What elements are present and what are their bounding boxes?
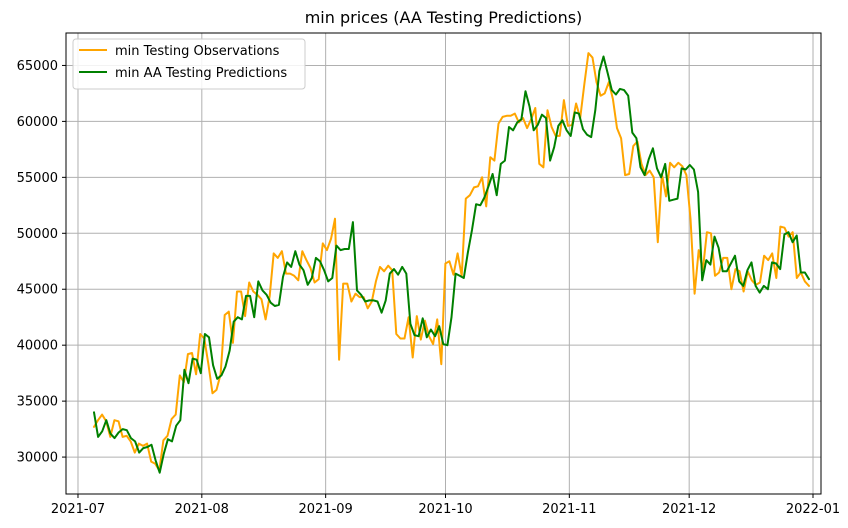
- series-lines: [93, 52, 810, 474]
- y-tick-label: 40000: [17, 339, 58, 354]
- y-tick-label: 30000: [17, 451, 58, 466]
- series-line-predictions: [93, 55, 810, 474]
- y-tick-label: 55000: [17, 171, 58, 186]
- legend-box: [72, 38, 306, 90]
- y-tick-label: 65000: [17, 59, 58, 74]
- y-tick-label: 45000: [17, 283, 58, 298]
- chart-title: min prices (AA Testing Predictions): [305, 8, 583, 27]
- x-tick-label: 2021-09: [298, 502, 352, 517]
- x-tick-label: 2021-11: [542, 502, 596, 517]
- y-tick-label: 50000: [17, 227, 58, 242]
- y-tick-label: 60000: [17, 115, 58, 130]
- x-tick-label: 2021-10: [418, 502, 472, 517]
- x-tick-label: 2021-08: [175, 502, 229, 517]
- legend: min Testing Observations min AA Testing …: [72, 38, 306, 90]
- series-line-observations: [93, 52, 810, 472]
- x-axis: 2021-07 2021-08 2021-09 2021-10 2021-11 2021-…: [51, 494, 840, 517]
- y-axis: 30000 35000 40000 45000 50000 55000 60000 65000: [17, 59, 66, 466]
- plot-frame: [65, 32, 822, 495]
- legend-label-predictions: min AA Testing Predictions: [115, 66, 287, 81]
- x-tick-label: 2022-01: [786, 502, 840, 517]
- legend-label-observations: min Testing Observations: [115, 44, 280, 59]
- x-tick-label: 2021-07: [51, 502, 105, 517]
- x-tick-label: 2021-12: [662, 502, 716, 517]
- y-tick-label: 35000: [17, 395, 58, 410]
